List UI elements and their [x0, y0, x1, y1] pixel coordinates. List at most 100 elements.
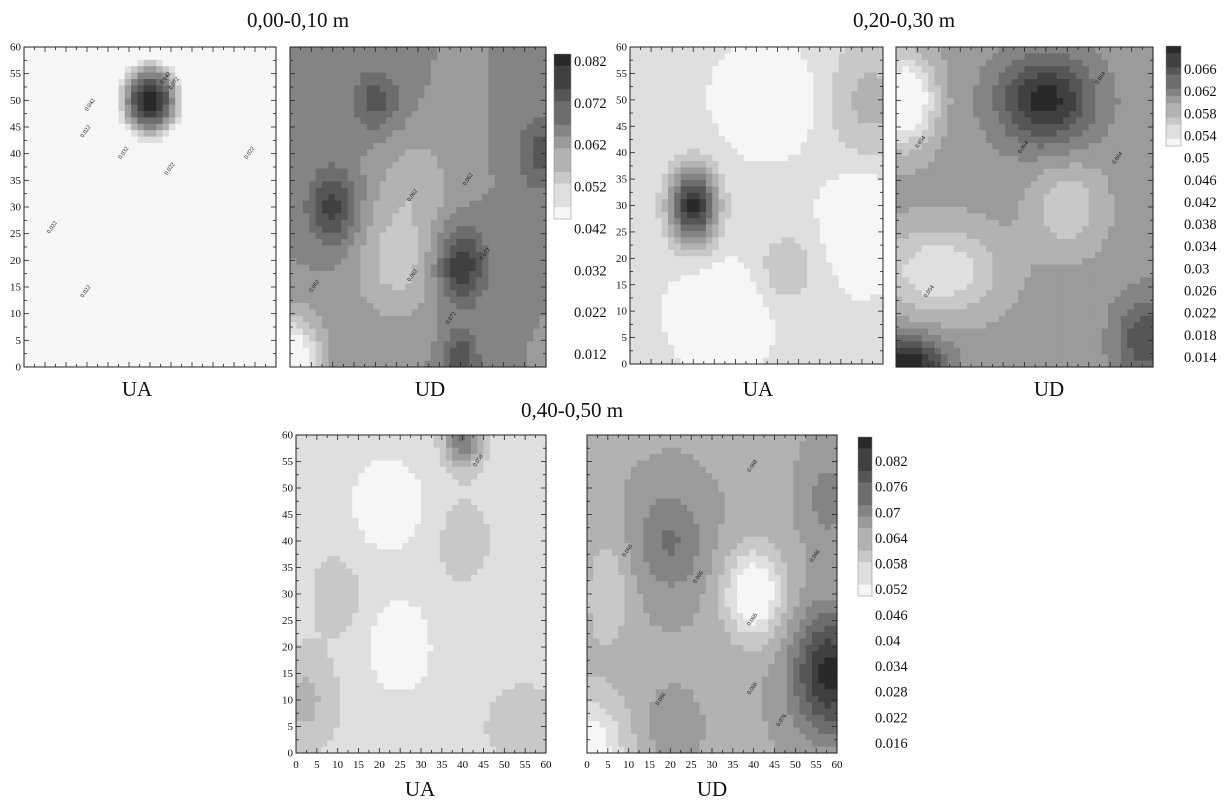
- contour-cell: [36, 85, 44, 93]
- contour-cell: [488, 175, 496, 182]
- contour-cell: [526, 347, 534, 355]
- y-tick-label: 50: [10, 95, 22, 107]
- contour-cell: [667, 47, 675, 54]
- contour-cell: [386, 245, 393, 253]
- contour-cell: [112, 219, 120, 227]
- contour-cell: [630, 161, 637, 169]
- contour-cell: [315, 200, 323, 208]
- contour-cell: [244, 194, 252, 202]
- contour-cell: [693, 135, 701, 143]
- contour-cell: [328, 53, 336, 61]
- contour-cell: [392, 207, 400, 214]
- contour-cell: [187, 194, 195, 202]
- contour-cell: [143, 111, 151, 118]
- contour-cell: [124, 347, 132, 355]
- contour-cell: [24, 290, 31, 298]
- contour-cell: [162, 162, 170, 170]
- contour-cell: [379, 194, 387, 202]
- contour-cell: [386, 200, 393, 208]
- contour-cell: [231, 207, 239, 214]
- contour-cell: [55, 296, 63, 304]
- contour-cell: [105, 239, 113, 246]
- contour-cell: [494, 207, 502, 214]
- contour-cell: [482, 59, 489, 67]
- contour-cell: [475, 303, 483, 310]
- contour-cell: [137, 85, 145, 93]
- contour-cell: [55, 315, 63, 323]
- contour-cell: [250, 155, 258, 163]
- contour-cell: [315, 219, 323, 227]
- contour-cell: [49, 175, 57, 182]
- contour-cell: [724, 97, 732, 105]
- contour-cell: [42, 290, 50, 298]
- contour-cell: [315, 309, 323, 317]
- contour-cell: [302, 143, 310, 150]
- y-tick-label: 55: [10, 68, 22, 80]
- contour-cell: [296, 98, 304, 106]
- contour-cell: [800, 135, 808, 143]
- contour-cell: [405, 347, 413, 355]
- contour-cell: [187, 123, 195, 131]
- contour-cell: [661, 129, 669, 137]
- contour-cell: [206, 47, 214, 54]
- contour-cell: [379, 309, 387, 317]
- contour-cell: [450, 136, 457, 144]
- contour-cell: [187, 98, 195, 106]
- contour-cell: [206, 347, 214, 355]
- contour-cell: [49, 117, 57, 125]
- contour-cell: [526, 341, 534, 349]
- contour-cell: [781, 104, 789, 111]
- contour-cell: [250, 194, 258, 202]
- contour-cell: [424, 117, 432, 125]
- contour-cell: [302, 271, 310, 278]
- contour-cell: [392, 187, 400, 195]
- contour-cell: [302, 111, 310, 118]
- contour-cell: [322, 200, 329, 208]
- contour-cell: [379, 277, 387, 285]
- contour-cell: [137, 290, 145, 298]
- contour-cell: [501, 226, 509, 234]
- contour-cell: [150, 360, 157, 368]
- contour-cell: [366, 66, 374, 74]
- contour-cell: [514, 162, 521, 170]
- contour-cell: [257, 47, 264, 54]
- contour-cell: [661, 135, 669, 143]
- contour-cell: [131, 360, 138, 368]
- contour-cell: [832, 148, 840, 156]
- contour-cell: [309, 72, 317, 80]
- contour-cell: [200, 117, 208, 125]
- contour-cell: [630, 110, 637, 118]
- contour-cell: [181, 341, 189, 349]
- contour-cell: [87, 53, 94, 61]
- contour-cell: [315, 162, 323, 170]
- contour-cell: [450, 360, 457, 368]
- contour-cell: [642, 116, 650, 124]
- contour-cell: [244, 200, 252, 208]
- contour-cell: [469, 98, 477, 106]
- contour-cell: [187, 264, 195, 272]
- contour-cell: [360, 232, 368, 240]
- contour-cell: [68, 322, 75, 330]
- contour-cell: [143, 335, 151, 342]
- contour-cell: [724, 53, 732, 61]
- contour-cell: [181, 354, 189, 362]
- contour-cell: [143, 168, 151, 176]
- contour-cell: [87, 277, 94, 285]
- contour-cell: [24, 136, 31, 144]
- contour-cell: [112, 328, 120, 336]
- contour-cell: [769, 97, 777, 105]
- contour-cell: [244, 98, 252, 106]
- contour-cell: [648, 161, 656, 169]
- contour-cell: [469, 104, 477, 112]
- contour-cell: [501, 309, 509, 317]
- contour-cell: [68, 194, 75, 202]
- contour-cell: [61, 245, 69, 253]
- contour-cell: [328, 85, 336, 93]
- contour-cell: [807, 97, 815, 105]
- contour-cell: [392, 271, 400, 278]
- contour-cell: [328, 91, 336, 99]
- contour-cell: [341, 130, 349, 138]
- contour-cell: [488, 79, 496, 86]
- contour-cell: [870, 97, 878, 105]
- contour-cell: [800, 91, 808, 99]
